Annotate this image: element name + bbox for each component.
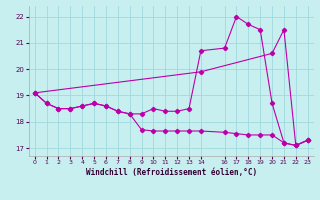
X-axis label: Windchill (Refroidissement éolien,°C): Windchill (Refroidissement éolien,°C)	[86, 168, 257, 177]
